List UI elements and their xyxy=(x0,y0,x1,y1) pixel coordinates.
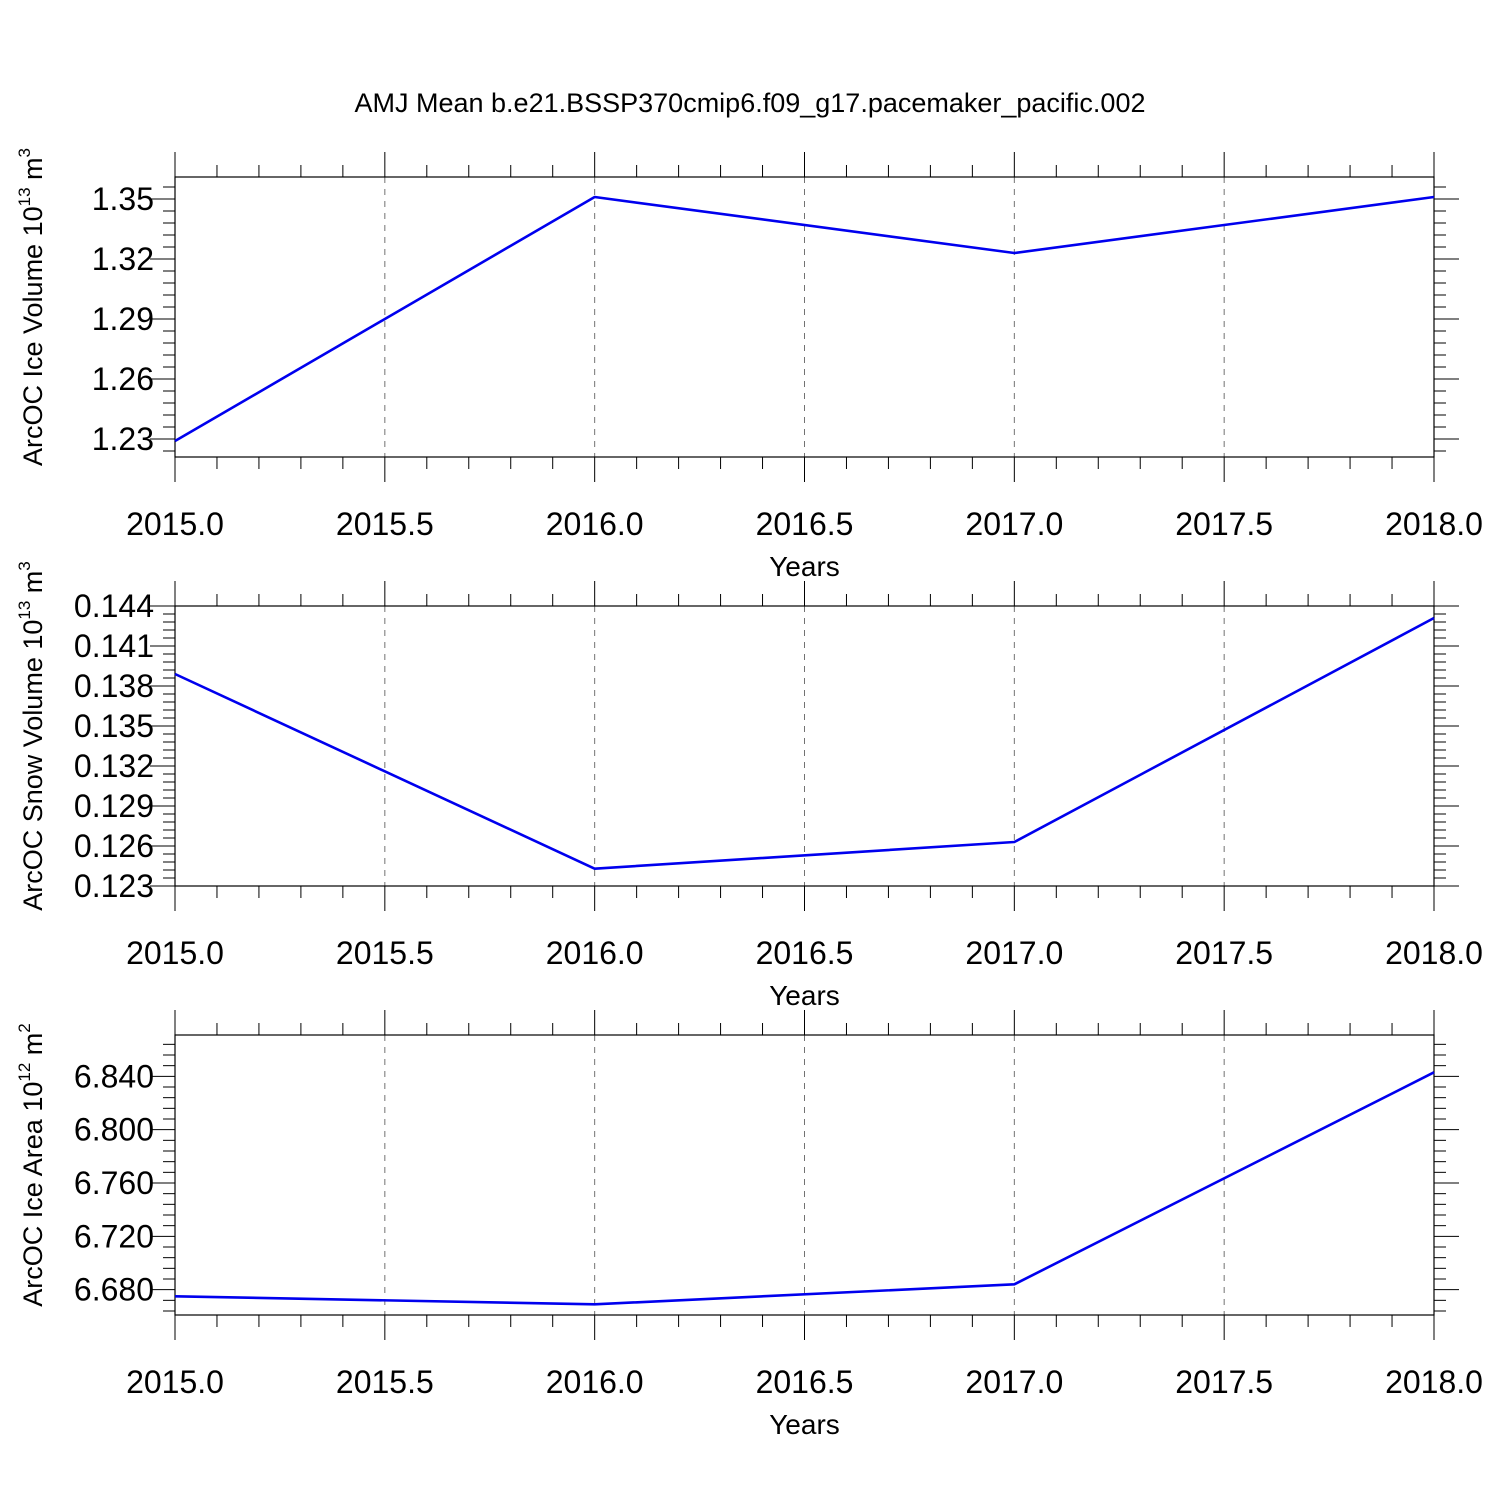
x-axis-label: Years xyxy=(769,551,840,582)
y-axis-label: ArcOC Snow Volume 1013 m3 xyxy=(15,561,48,911)
x-tick-label: 2018.0 xyxy=(1385,1364,1483,1400)
x-tick-label: 2015.5 xyxy=(336,1364,434,1400)
y-tick-label: 0.144 xyxy=(74,588,154,624)
x-tick-label: 2016.5 xyxy=(756,1364,854,1400)
x-tick-label: 2017.0 xyxy=(965,1364,1063,1400)
y-tick-label: 1.23 xyxy=(92,421,154,457)
x-tick-label: 2015.0 xyxy=(126,935,224,971)
x-tick-label: 2016.0 xyxy=(546,1364,644,1400)
x-tick-label: 2017.0 xyxy=(965,935,1063,971)
x-tick-label: 2017.5 xyxy=(1175,506,1273,542)
chart-panel-1: 2015.0 2015.5 2016.0 2016.5 2017.0 2017.5 2018… xyxy=(15,148,1483,582)
series-line xyxy=(174,1071,1435,1306)
x-tick-label: 2015.0 xyxy=(126,506,224,542)
y-axis-label: ArcOC Ice Area 1012 m2 xyxy=(15,1023,48,1307)
x-tick-label: 2017.5 xyxy=(1175,1364,1273,1400)
y-tick-label: 0.141 xyxy=(74,628,154,664)
y-tick-label: 6.760 xyxy=(74,1165,154,1201)
x-tick-label: 2015.0 xyxy=(126,1364,224,1400)
x-tick-label: 2016.0 xyxy=(546,506,644,542)
x-tick-label: 2015.5 xyxy=(336,506,434,542)
y-tick-label: 0.123 xyxy=(74,868,154,904)
x-tick-label: 2018.0 xyxy=(1385,935,1483,971)
x-tick-label: 2018.0 xyxy=(1385,506,1483,542)
y-tick-label: 1.26 xyxy=(92,361,154,397)
x-tick-label: 2015.5 xyxy=(336,935,434,971)
y-tick-label: 6.840 xyxy=(74,1058,154,1094)
x-tick-label: 2016.5 xyxy=(756,935,854,971)
series-line xyxy=(174,195,1435,443)
y-tick-label: 6.720 xyxy=(74,1218,154,1254)
y-tick-label: 0.132 xyxy=(74,748,154,784)
x-tick-label: 2016.5 xyxy=(756,506,854,542)
y-tick-label: 1.29 xyxy=(92,301,154,337)
y-tick-label: 6.680 xyxy=(74,1272,154,1308)
x-tick-label: 2017.0 xyxy=(965,506,1063,542)
y-tick-label: 6.800 xyxy=(74,1112,154,1148)
chart-panels: 2015.0 2015.5 2016.0 2016.5 2017.0 2017.5 2018… xyxy=(15,148,1483,1440)
series-line xyxy=(174,616,1435,870)
y-tick-label: 0.135 xyxy=(74,708,154,744)
x-tick-label: 2016.0 xyxy=(546,935,644,971)
y-tick-label: 0.126 xyxy=(74,828,154,864)
x-axis-label: Years xyxy=(769,980,840,1011)
figure-title: AMJ Mean b.e21.BSSP370cmip6.f09_g17.pace… xyxy=(355,88,1146,118)
x-tick-label: 2017.5 xyxy=(1175,935,1273,971)
chart-panel-2: 2015.0 2015.5 2016.0 2016.5 2017.0 2017.5 2018… xyxy=(15,561,1483,1011)
x-axis-label: Years xyxy=(769,1409,840,1440)
y-axis-label: ArcOC Ice Volume 1013 m3 xyxy=(15,148,48,466)
y-tick-label: 0.138 xyxy=(74,668,154,704)
chart-panel-3: 2015.0 2015.5 2016.0 2016.5 2017.0 2017.5 2018… xyxy=(15,1010,1483,1440)
y-tick-label: 1.32 xyxy=(92,241,154,277)
y-tick-label: 1.35 xyxy=(92,181,154,217)
y-tick-label: 0.129 xyxy=(74,788,154,824)
